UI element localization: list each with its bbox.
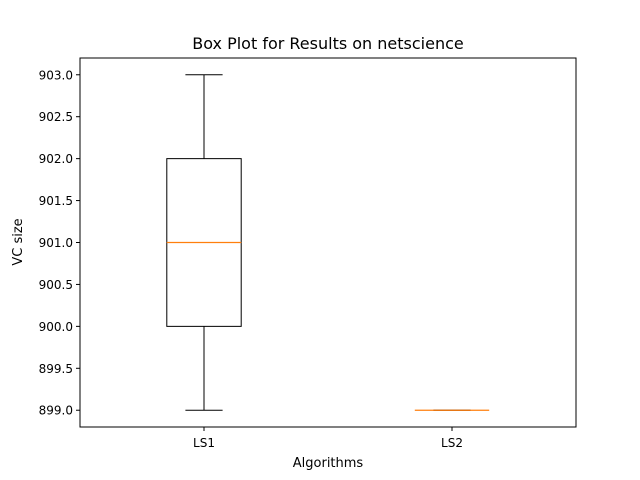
y-tick-label: 901.5 bbox=[39, 194, 73, 208]
plot-area-frame bbox=[79, 57, 577, 428]
y-tick-label: 899.0 bbox=[39, 404, 73, 418]
y-tick-label: 902.5 bbox=[39, 110, 73, 124]
y-axis: 899.0 899.5 900.0 900.5 901.0 901.5 902.0 902.5… bbox=[39, 68, 80, 418]
x-tick-label: LS2 bbox=[441, 436, 463, 450]
box-series bbox=[166, 74, 490, 411]
y-tick-label: 903.0 bbox=[39, 68, 73, 82]
chart-title: Box Plot for Results on netscience bbox=[192, 34, 464, 53]
y-tick-label: 902.0 bbox=[39, 152, 73, 166]
x-tick-label: LS1 bbox=[193, 436, 215, 450]
x-axis: LS1 LS2 bbox=[193, 427, 463, 450]
y-tick-label: 900.5 bbox=[39, 278, 73, 292]
y-tick-label: 901.0 bbox=[39, 236, 73, 250]
y-axis-label: VC size bbox=[11, 218, 26, 265]
y-tick-label: 900.0 bbox=[39, 320, 73, 334]
y-tick-label: 899.5 bbox=[39, 362, 73, 376]
box-ls1 bbox=[166, 74, 242, 411]
x-axis-label: Algorithms bbox=[293, 456, 364, 471]
